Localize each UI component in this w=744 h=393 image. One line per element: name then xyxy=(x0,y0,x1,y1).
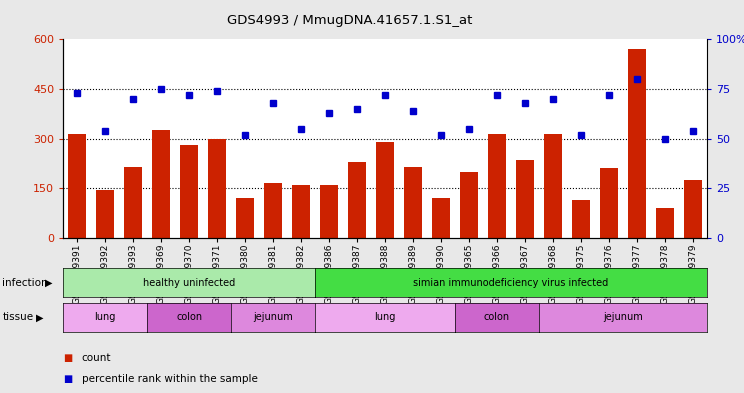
Text: GDS4993 / MmugDNA.41657.1.S1_at: GDS4993 / MmugDNA.41657.1.S1_at xyxy=(227,14,472,27)
Bar xyxy=(152,130,170,238)
Text: colon: colon xyxy=(176,312,202,322)
Bar xyxy=(600,168,618,238)
Bar xyxy=(684,180,702,238)
Text: lung: lung xyxy=(94,312,116,322)
Bar xyxy=(544,134,562,238)
Bar xyxy=(628,49,646,238)
Bar xyxy=(572,200,590,238)
Bar xyxy=(124,167,142,238)
Bar xyxy=(180,145,198,238)
Text: tissue: tissue xyxy=(2,312,33,322)
Bar xyxy=(655,208,674,238)
Text: ▶: ▶ xyxy=(36,312,43,322)
Text: count: count xyxy=(82,353,112,363)
Bar xyxy=(96,190,115,238)
Bar xyxy=(264,183,282,238)
Bar xyxy=(292,185,310,238)
Bar xyxy=(488,134,506,238)
Bar xyxy=(348,162,366,238)
Text: jejunum: jejunum xyxy=(603,312,643,322)
Text: healthy uninfected: healthy uninfected xyxy=(143,277,235,288)
Bar xyxy=(432,198,450,238)
Text: jejunum: jejunum xyxy=(253,312,293,322)
Bar xyxy=(208,138,226,238)
Text: lung: lung xyxy=(374,312,396,322)
Text: colon: colon xyxy=(484,312,510,322)
Text: percentile rank within the sample: percentile rank within the sample xyxy=(82,374,257,384)
Text: ■: ■ xyxy=(63,353,72,363)
Bar xyxy=(68,134,86,238)
Bar xyxy=(404,167,422,238)
Text: ▶: ▶ xyxy=(45,277,52,288)
Text: ■: ■ xyxy=(63,374,72,384)
Bar xyxy=(516,160,534,238)
Bar xyxy=(376,142,394,238)
Bar xyxy=(236,198,254,238)
Bar xyxy=(320,185,339,238)
Bar xyxy=(460,172,478,238)
Text: infection: infection xyxy=(2,277,48,288)
Text: simian immunodeficiency virus infected: simian immunodeficiency virus infected xyxy=(414,277,609,288)
